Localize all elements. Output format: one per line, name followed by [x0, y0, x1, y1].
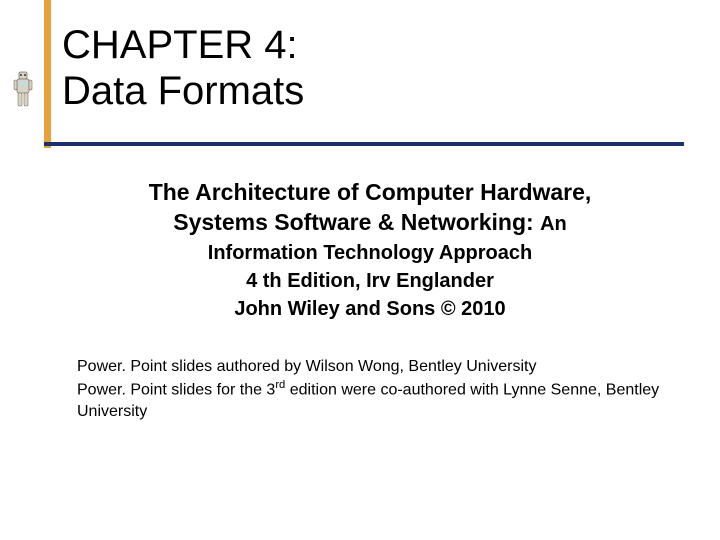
title-line-2: Data Formats: [62, 68, 662, 114]
book-subtitle-3: John Wiley and Sons © 2010: [100, 296, 640, 322]
chapter-title: CHAPTER 4: Data Formats: [62, 22, 662, 114]
book-title-line-2: Systems Software & Networking: An: [100, 208, 640, 238]
slide: CHAPTER 4: Data Formats The Architecture…: [0, 0, 720, 540]
title-underline: [44, 142, 684, 146]
book-subtitle-2: 4 th Edition, Irv Englander: [100, 268, 640, 294]
book-title-line-2-tail: An: [540, 213, 567, 235]
credit-line-2-sup: rd: [275, 379, 285, 391]
book-title-line-1: The Architecture of Computer Hardware,: [100, 178, 640, 208]
robot-icon: [10, 70, 36, 110]
book-subtitle-1: Information Technology Approach: [100, 240, 640, 266]
credit-line-2: Power. Point slides for the 3rd edition …: [77, 378, 667, 423]
book-title-line-2-main: Systems Software & Networking:: [173, 209, 533, 235]
book-info: The Architecture of Computer Hardware, S…: [100, 178, 640, 322]
credit-line-2-pre: Power. Point slides for the 3: [77, 381, 275, 398]
credit-line-1: Power. Point slides authored by Wilson W…: [77, 356, 667, 378]
accent-bar: [44, 0, 51, 148]
title-line-1: CHAPTER 4:: [62, 22, 662, 68]
credits: Power. Point slides authored by Wilson W…: [77, 356, 667, 422]
